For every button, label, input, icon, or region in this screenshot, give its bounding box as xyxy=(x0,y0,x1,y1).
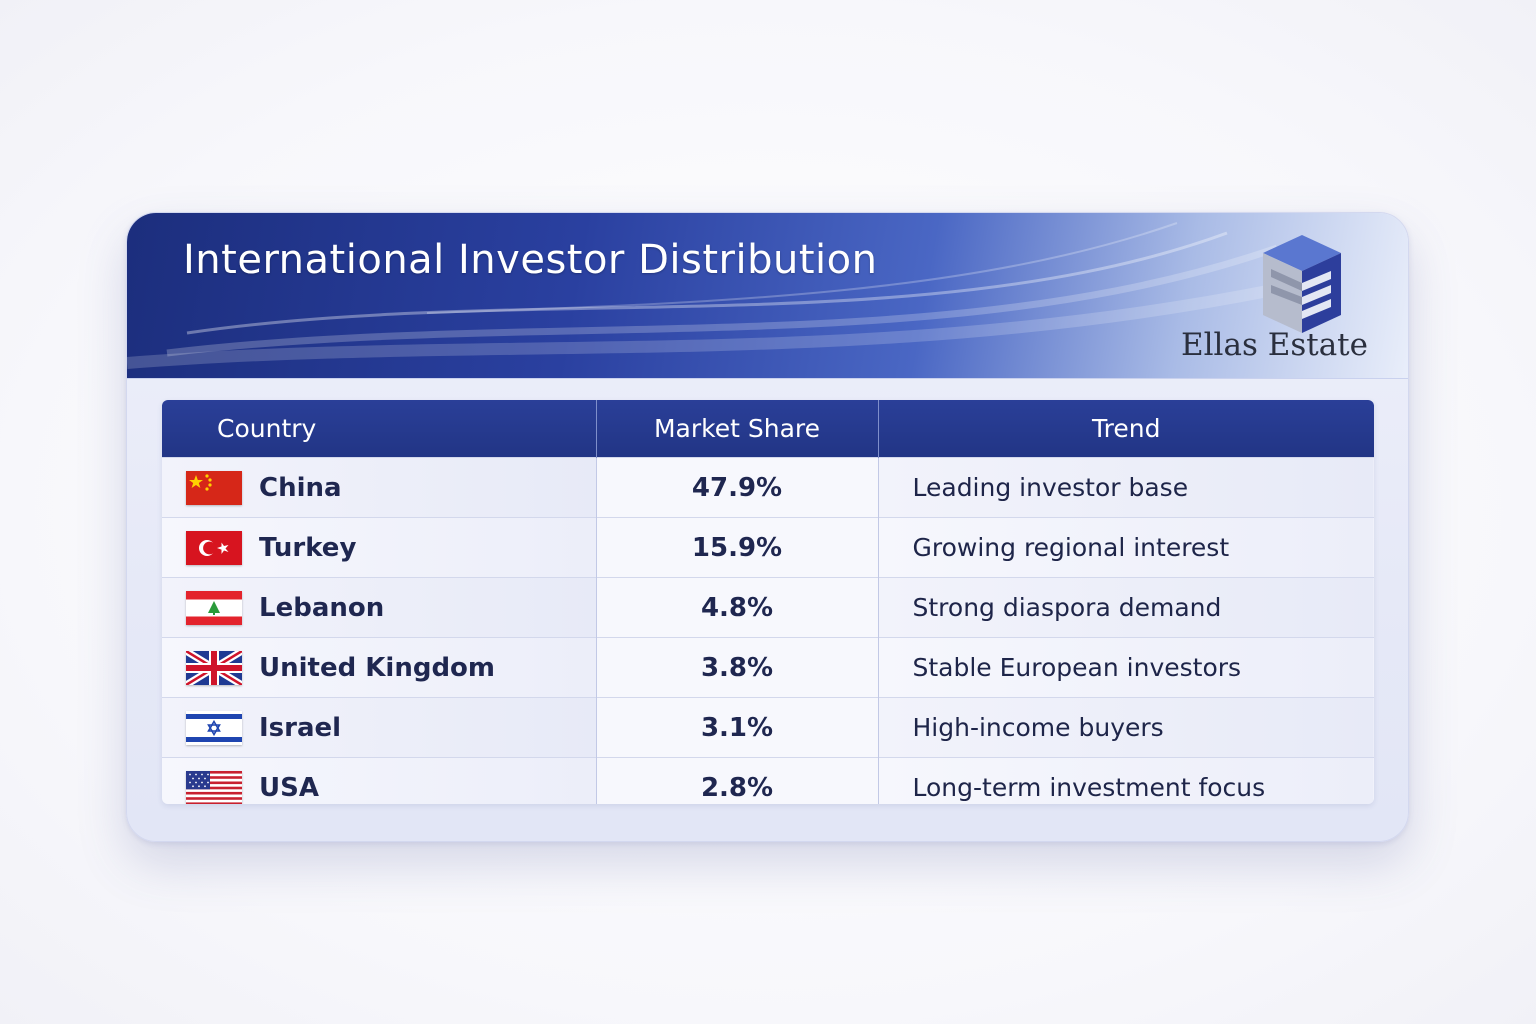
market-share-value: 15.9% xyxy=(596,517,879,578)
trend-text: High-income buyers xyxy=(878,697,1374,758)
country-name: China xyxy=(259,472,342,503)
market-share-value: 3.8% xyxy=(596,637,879,698)
investor-card: International Investor Distribution Ella… xyxy=(126,212,1409,842)
country-name: United Kingdom xyxy=(259,652,496,683)
country-cell: Turkey xyxy=(162,517,597,578)
table-row: Israel 3.1% High-income buyers xyxy=(162,697,1374,758)
country-cell: China xyxy=(162,457,597,518)
column-header-trend: Trend xyxy=(878,400,1374,458)
uk-flag-icon xyxy=(186,650,242,685)
market-share-value: 47.9% xyxy=(596,457,879,518)
brand-name: Ellas Estate xyxy=(1181,327,1368,363)
turkey-flag-icon xyxy=(186,530,242,565)
country-cell: Israel xyxy=(162,697,597,758)
country-name: Israel xyxy=(259,712,342,743)
china-flag-icon xyxy=(186,470,242,505)
trend-text: Growing regional interest xyxy=(878,517,1374,578)
investor-table: Country Market Share Trend China xyxy=(162,400,1374,804)
table-row: USA 2.8% Long-term investment focus xyxy=(162,757,1374,804)
banner-swoosh xyxy=(127,222,1309,369)
market-share-value: 4.8% xyxy=(596,577,879,638)
trend-text: Strong diaspora demand xyxy=(878,577,1374,638)
market-share-value: 3.1% xyxy=(596,697,879,758)
usa-flag-icon xyxy=(186,770,242,804)
country-cell: United Kingdom xyxy=(162,637,597,698)
country-name: Turkey xyxy=(259,532,357,563)
page-title: International Investor Distribution xyxy=(183,237,878,283)
table-row: Lebanon 4.8% Strong diaspora demand xyxy=(162,577,1374,638)
country-name: USA xyxy=(259,772,319,803)
table-row: China 47.9% Leading investor base xyxy=(162,457,1374,518)
header-banner: International Investor Distribution Ella… xyxy=(127,213,1408,379)
table-row: Turkey 15.9% Growing regional interest xyxy=(162,517,1374,578)
trend-text: Leading investor base xyxy=(878,457,1374,518)
country-name: Lebanon xyxy=(259,592,385,623)
country-cell: USA xyxy=(162,757,597,804)
trend-text: Long-term investment focus xyxy=(878,757,1374,804)
column-header-market-share: Market Share xyxy=(596,400,879,458)
market-share-value: 2.8% xyxy=(596,757,879,804)
brand-logo-icon xyxy=(1263,235,1341,333)
trend-text: Stable European investors xyxy=(878,637,1374,698)
country-cell: Lebanon xyxy=(162,577,597,638)
israel-flag-icon xyxy=(186,710,242,745)
investor-table-wrap: Country Market Share Trend China xyxy=(162,400,1374,804)
table-header-row: Country Market Share Trend xyxy=(162,400,1374,458)
table-row: United Kingdom 3.8% Stable European inve… xyxy=(162,637,1374,698)
lebanon-flag-icon xyxy=(186,590,242,625)
column-header-country: Country xyxy=(162,400,597,458)
